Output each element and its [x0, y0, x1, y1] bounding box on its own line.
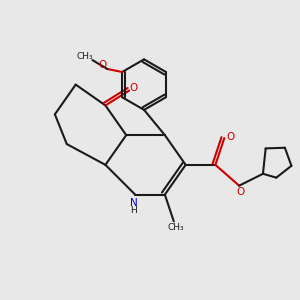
Text: H: H	[130, 206, 137, 214]
Text: CH₃: CH₃	[168, 224, 184, 232]
Text: CH₃: CH₃	[77, 52, 93, 61]
Text: O: O	[226, 132, 234, 142]
Text: O: O	[99, 59, 107, 70]
Text: O: O	[130, 82, 138, 93]
Text: O: O	[236, 187, 245, 197]
Text: N: N	[130, 198, 137, 208]
